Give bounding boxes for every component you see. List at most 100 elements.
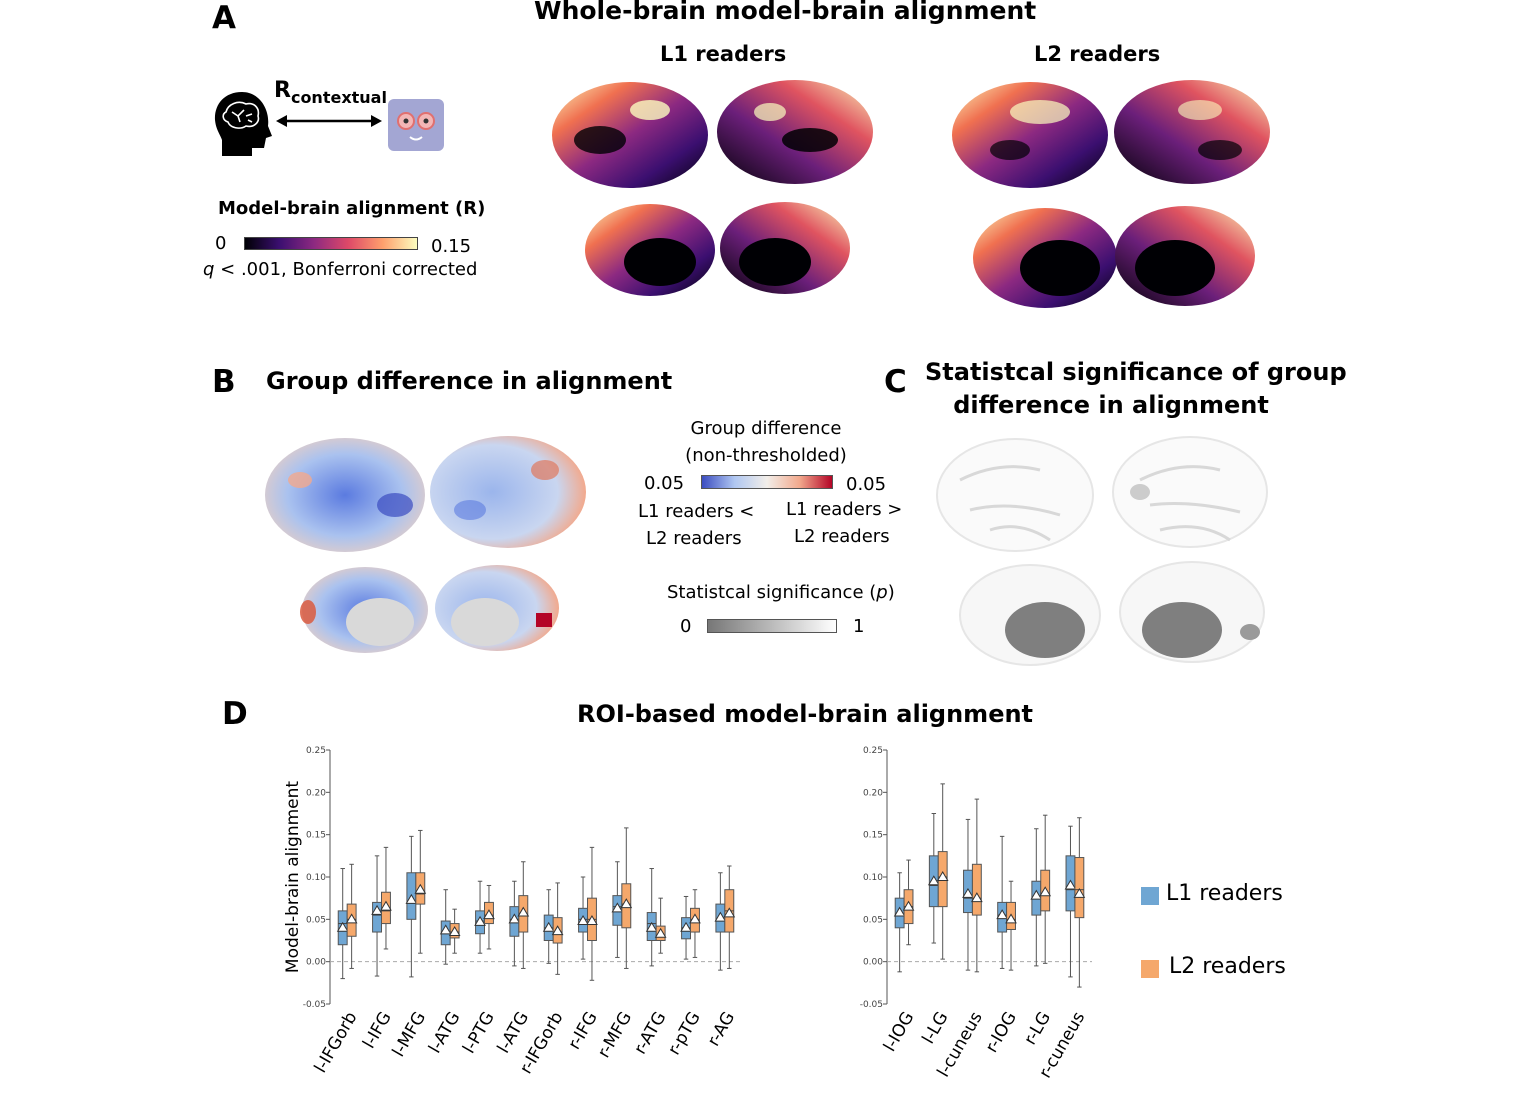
diff-left-label-2: L2 readers	[646, 528, 742, 549]
y-tick-label: 0.25	[863, 746, 883, 756]
box-l2	[345, 863, 358, 969]
mean-marker	[680, 921, 692, 932]
alignment-colorbar-title: Model-brain alignment (R)	[218, 198, 486, 219]
box-l1	[577, 876, 589, 960]
box-l1	[439, 889, 452, 965]
human-head-icon	[214, 92, 272, 156]
box-l2	[414, 829, 427, 954]
y-tick-label: 0.15	[863, 831, 883, 841]
significance-colorbar	[707, 619, 837, 633]
x-tick-label: r-LG	[1020, 1009, 1055, 1049]
panel-d-title: ROI-based model-brain alignment	[577, 700, 1034, 728]
panel-b-title: Group difference in alignment	[266, 367, 673, 395]
significance-legend-min: 0	[680, 616, 692, 637]
sig-right-lateral-brain	[1112, 436, 1268, 548]
l2-left-medial-brain	[973, 208, 1117, 308]
panel-c-letter: C	[884, 364, 907, 400]
mean-marker	[902, 900, 915, 911]
mean-marker	[517, 906, 530, 917]
box-l2	[1005, 880, 1017, 971]
legend-label-l2: L2 readers	[1169, 954, 1286, 979]
y-tick-label: 0.15	[306, 831, 326, 841]
legend-swatch-l1	[1141, 887, 1159, 905]
box-l1	[474, 880, 486, 954]
box-l1	[962, 818, 974, 971]
mean-marker	[542, 921, 555, 932]
box-l2	[517, 861, 530, 969]
mean-marker	[996, 909, 1009, 920]
box-l2	[620, 827, 633, 969]
box-l1	[336, 868, 349, 980]
x-tick-label: l-LG	[919, 1009, 953, 1048]
l2-left-lateral-brain	[952, 82, 1108, 188]
y-tick-label: 0.20	[306, 788, 326, 798]
box-l1	[1064, 825, 1077, 978]
mean-marker	[893, 906, 906, 917]
y-tick-label: 0.10	[306, 873, 326, 883]
mean-marker	[962, 887, 974, 898]
mean-marker	[1030, 889, 1043, 900]
mean-marker	[1073, 887, 1086, 898]
alignment-colorbar-max: 0.15	[431, 236, 472, 257]
box-l2	[723, 865, 736, 969]
significance-legend-title: Statistcal significance (p)	[667, 582, 895, 603]
box-l1	[542, 889, 555, 964]
y-tick-label: 0.05	[863, 915, 883, 925]
diff-legend-title-1: Group difference	[690, 418, 842, 439]
box-l2	[970, 798, 983, 973]
x-tick-label: r-IOG	[982, 1009, 1021, 1057]
double-arrow-icon	[276, 115, 382, 127]
mean-marker	[551, 925, 564, 936]
l2-right-medial-brain	[1115, 206, 1255, 306]
box-l2	[902, 859, 915, 946]
panel-a-title: Whole-brain model-brain alignment	[534, 0, 1037, 25]
diff-right-label-2: L2 readers	[794, 526, 890, 547]
mean-marker	[371, 904, 383, 915]
mean-marker	[439, 924, 452, 935]
l1-left-medial-brain	[585, 204, 715, 296]
legend-swatch-l2	[1141, 960, 1159, 978]
mean-marker	[645, 921, 658, 932]
y-tick-label: -0.05	[860, 1000, 883, 1010]
box-l2	[551, 882, 564, 975]
l1-right-lateral-brain	[717, 80, 873, 184]
diff-left-lateral-brain	[265, 438, 425, 552]
y-tick-label: 0.05	[306, 915, 326, 925]
alignment-colorbar-min: 0	[215, 233, 227, 254]
box-l2	[483, 884, 495, 950]
box-l2	[654, 897, 667, 954]
r-contextual-label: Rcontextual	[274, 78, 387, 107]
y-axis-label: Model-brain alignment	[283, 781, 303, 973]
mean-marker	[448, 926, 461, 937]
box-l1	[371, 855, 383, 977]
group-difference-maps	[265, 436, 586, 653]
panel-d-letter: D	[222, 696, 248, 732]
box-l2	[380, 846, 392, 950]
mean-marker	[345, 913, 358, 924]
sig-right-medial-brain	[1119, 561, 1265, 663]
diff-legend-title-2: (non-thresholded)	[685, 445, 847, 466]
mean-marker	[336, 921, 349, 932]
l1-readers-heading: L1 readers	[660, 42, 787, 66]
y-tick-label: -0.05	[303, 1000, 326, 1010]
mean-marker	[405, 893, 418, 904]
l2-readers-heading: L2 readers	[1034, 42, 1161, 66]
y-tick-label: 0.25	[306, 746, 326, 756]
box-iqr	[971, 863, 982, 916]
mean-marker	[620, 898, 633, 909]
mean-marker	[483, 909, 495, 920]
l1-right-medial-brain	[720, 202, 850, 294]
significance-maps	[936, 436, 1268, 666]
box-l2	[1073, 817, 1086, 988]
diff-legend-right-value: 0.05	[846, 474, 887, 495]
diff-colorbar	[701, 475, 833, 489]
box-l2	[448, 908, 461, 954]
y-tick-label: 0.00	[863, 958, 883, 968]
mean-marker	[970, 892, 983, 903]
mean-marker	[474, 915, 486, 926]
box-l1	[927, 813, 940, 944]
diff-right-lateral-brain	[430, 436, 586, 548]
diff-left-medial-brain	[300, 567, 428, 653]
